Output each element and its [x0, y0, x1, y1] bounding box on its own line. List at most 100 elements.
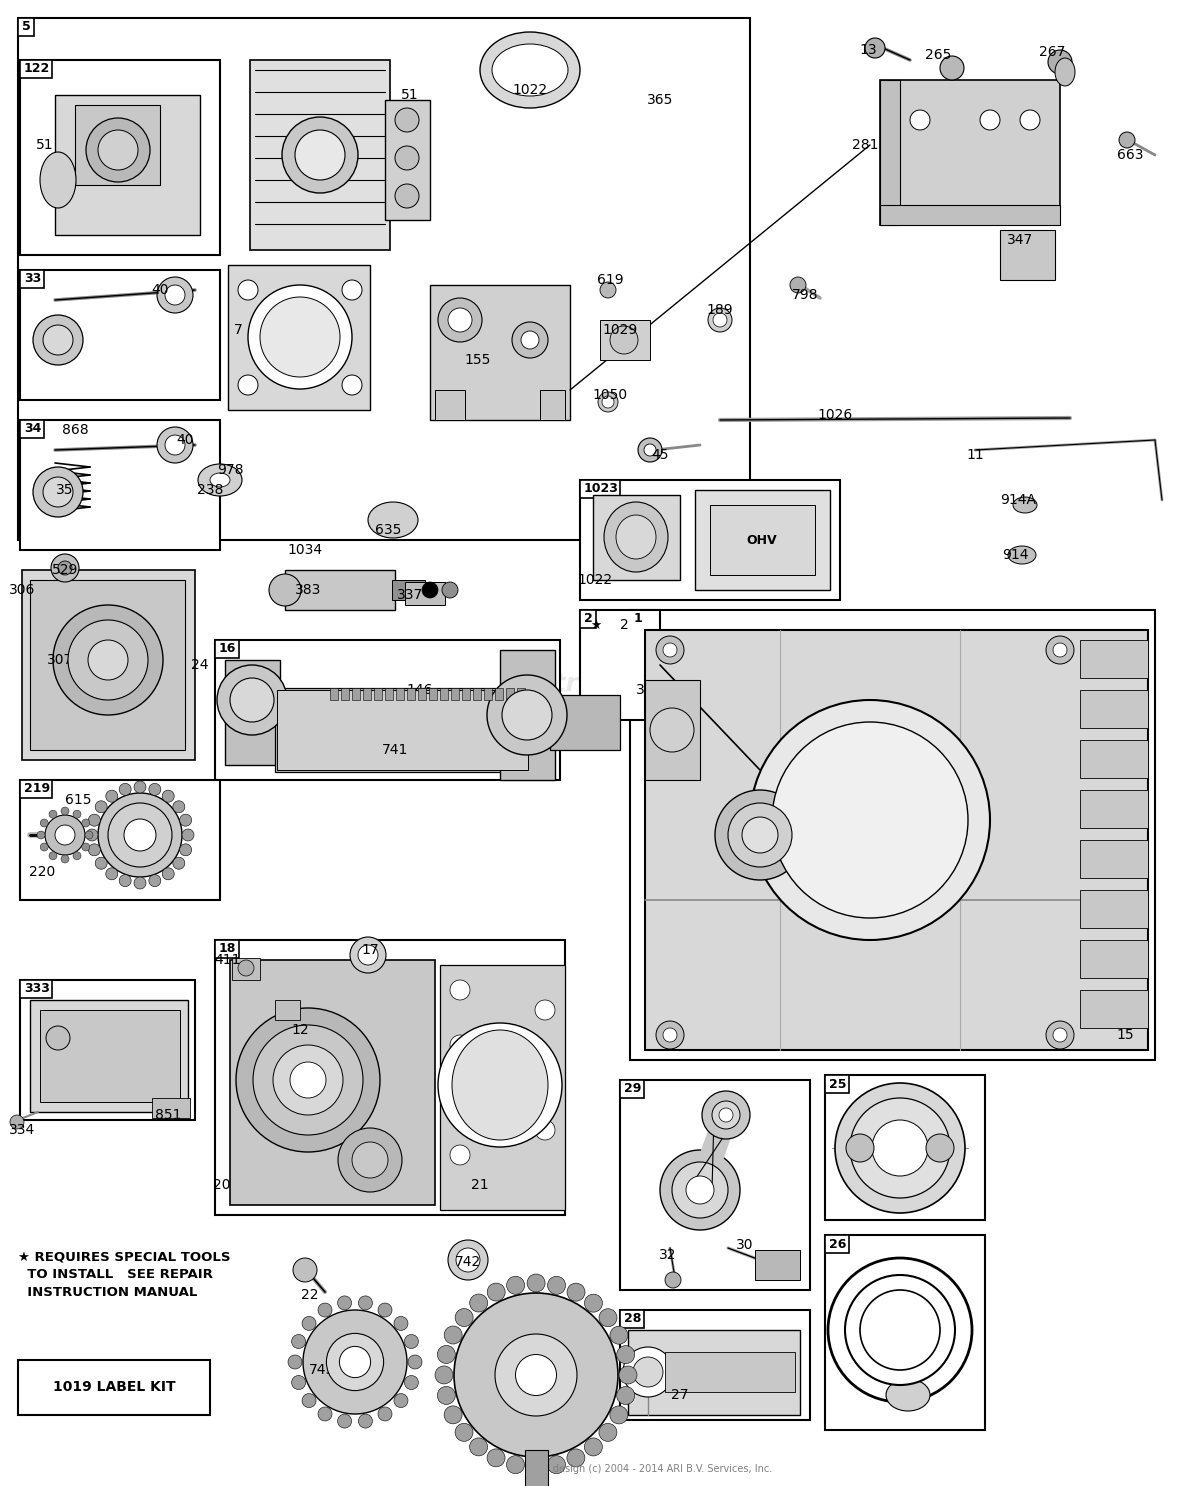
Circle shape	[599, 282, 616, 299]
Circle shape	[394, 1394, 408, 1407]
Bar	[20, 59, 219, 256]
Bar	[330, 688, 337, 700]
Text: 46: 46	[522, 1363, 539, 1378]
Bar	[275, 688, 530, 773]
Circle shape	[708, 308, 732, 331]
Text: 20: 20	[214, 1178, 231, 1192]
Bar	[363, 688, 371, 700]
Bar	[20, 780, 52, 798]
Text: Page design (c) 2004 - 2014 ARI B.V. Services, Inc.: Page design (c) 2004 - 2014 ARI B.V. Ser…	[526, 1464, 772, 1474]
Circle shape	[1048, 51, 1071, 74]
Text: 33: 33	[24, 272, 41, 285]
Circle shape	[663, 1028, 677, 1042]
Circle shape	[230, 678, 274, 722]
Circle shape	[269, 574, 301, 606]
Bar	[20, 421, 44, 438]
Text: OHV: OHV	[747, 533, 778, 547]
Bar	[880, 80, 900, 224]
Bar	[825, 1074, 848, 1094]
Bar	[517, 688, 525, 700]
Circle shape	[395, 108, 419, 132]
Text: 146: 146	[407, 684, 433, 697]
Circle shape	[248, 285, 352, 389]
Circle shape	[88, 844, 100, 856]
Circle shape	[494, 1334, 577, 1416]
Circle shape	[359, 1296, 373, 1311]
Text: 978: 978	[217, 464, 243, 477]
Circle shape	[455, 1248, 480, 1272]
Circle shape	[295, 129, 345, 180]
Circle shape	[46, 1025, 70, 1051]
Text: 27: 27	[671, 1388, 689, 1401]
Bar	[55, 95, 199, 235]
Bar	[250, 59, 391, 250]
Circle shape	[378, 1407, 392, 1421]
Circle shape	[660, 1150, 740, 1230]
Circle shape	[598, 392, 618, 412]
Circle shape	[238, 374, 258, 395]
Circle shape	[98, 794, 182, 877]
Bar	[451, 688, 459, 700]
Ellipse shape	[604, 502, 668, 572]
Text: 12: 12	[291, 1022, 309, 1037]
Text: 2: 2	[584, 612, 592, 626]
Circle shape	[282, 117, 358, 193]
Circle shape	[502, 690, 552, 740]
Circle shape	[98, 129, 138, 169]
Circle shape	[865, 39, 885, 58]
Text: 16: 16	[219, 642, 236, 655]
Circle shape	[135, 877, 146, 889]
Text: 24: 24	[191, 658, 209, 672]
Circle shape	[638, 438, 662, 462]
Ellipse shape	[40, 152, 76, 208]
Circle shape	[438, 1345, 455, 1364]
Bar	[374, 688, 382, 700]
Text: 2: 2	[620, 618, 629, 632]
Bar	[645, 681, 700, 780]
Bar	[405, 583, 445, 605]
Circle shape	[470, 1294, 487, 1312]
Circle shape	[487, 675, 568, 755]
Text: 333: 333	[24, 982, 50, 996]
Circle shape	[715, 791, 805, 880]
Circle shape	[340, 1346, 371, 1378]
Bar	[20, 59, 52, 77]
Bar	[581, 609, 660, 721]
Circle shape	[584, 1294, 603, 1312]
Circle shape	[119, 875, 131, 887]
Circle shape	[124, 819, 156, 851]
Text: ★ REQUIRES SPECIAL TOOLS
  TO INSTALL   SEE REPAIR
  INSTRUCTION MANUAL: ★ REQUIRES SPECIAL TOOLS TO INSTALL SEE …	[18, 1250, 230, 1299]
Circle shape	[302, 1394, 316, 1407]
Text: 383: 383	[295, 583, 321, 597]
Bar	[20, 270, 219, 400]
Text: 347: 347	[1007, 233, 1034, 247]
Circle shape	[405, 1376, 419, 1389]
Bar	[594, 495, 680, 580]
Text: 30: 30	[736, 1238, 754, 1253]
Text: 13: 13	[859, 43, 877, 56]
Circle shape	[719, 1109, 733, 1122]
Circle shape	[172, 857, 185, 869]
Circle shape	[828, 1259, 972, 1401]
Bar	[30, 580, 185, 750]
Circle shape	[506, 1456, 524, 1474]
Circle shape	[610, 325, 638, 354]
Circle shape	[442, 583, 458, 597]
Circle shape	[522, 331, 539, 349]
Circle shape	[454, 1293, 618, 1456]
Bar	[710, 505, 815, 575]
Circle shape	[96, 857, 107, 869]
Circle shape	[548, 1456, 565, 1474]
Bar	[430, 285, 570, 421]
Circle shape	[61, 854, 68, 863]
Ellipse shape	[1055, 58, 1075, 86]
Circle shape	[750, 700, 990, 941]
Bar	[494, 688, 503, 700]
Circle shape	[135, 782, 146, 794]
Circle shape	[182, 829, 194, 841]
Circle shape	[535, 1060, 555, 1080]
Circle shape	[217, 666, 287, 736]
Circle shape	[337, 1415, 352, 1428]
Bar	[215, 941, 565, 1216]
Circle shape	[358, 945, 378, 964]
